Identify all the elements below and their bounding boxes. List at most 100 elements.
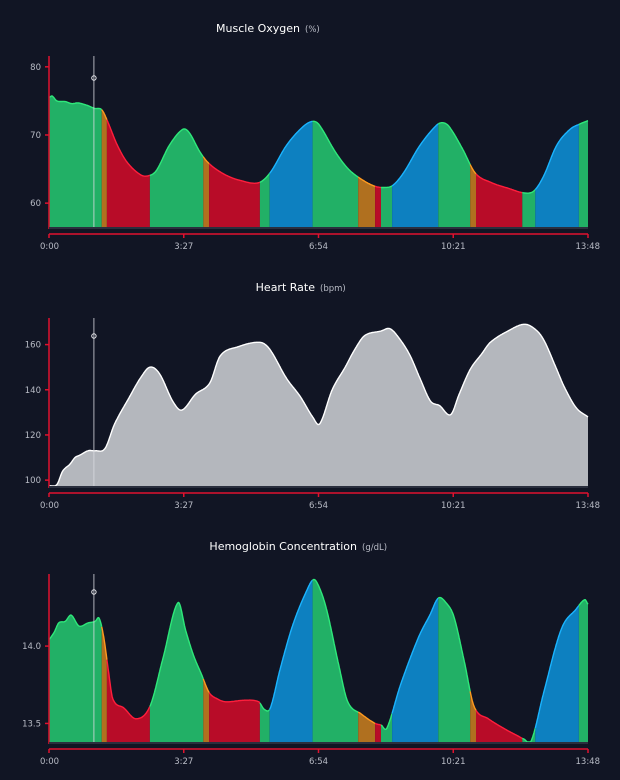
chart-title: Muscle Oxygen (216, 22, 300, 35)
zone-area-red (375, 723, 381, 742)
x-tick-label: 6:54 (309, 501, 328, 511)
zone-area-red (209, 163, 260, 227)
zone-line-orange (202, 678, 210, 693)
zone-line-blue (269, 579, 314, 710)
zone-line-green (312, 578, 359, 713)
zone-area-blue (392, 123, 439, 227)
zone-area-red (375, 186, 381, 227)
cursor-handle-icon (91, 333, 97, 339)
x-tick-label: 0:00 (40, 501, 59, 511)
zone-line-green (149, 128, 204, 176)
zone-area-gray (49, 324, 588, 486)
y-tick-label: 160 (25, 341, 41, 351)
zone-area-green (149, 602, 204, 742)
zone-area-orange (101, 626, 107, 742)
zone-area-green (522, 728, 536, 742)
x-tick-label: 13:48 (576, 501, 601, 511)
zone-line-green (437, 596, 471, 692)
zone-area-green (381, 713, 393, 742)
zone-area-orange (358, 177, 376, 227)
zone-line-green (437, 122, 471, 165)
chart-title: Hemoglobin Concentration (209, 540, 357, 553)
zone-line-blue (391, 597, 439, 714)
zone-area-red (106, 659, 150, 742)
zone-line-green (312, 120, 359, 178)
zone-area-red (476, 173, 523, 227)
x-tick-label: 13:48 (576, 242, 601, 252)
zone-line-green (578, 598, 589, 606)
zone-line-green (259, 172, 271, 183)
muscle-oxygen-chart: Muscle Oxygen (%) 0:00 3:27 6:54 10:21 13:48… (30, 22, 600, 252)
zone-line-green (149, 601, 204, 707)
zone-area-green (312, 579, 359, 742)
y-tick-label: 80 (30, 63, 41, 73)
zone-area-blue (535, 605, 579, 742)
zone-line-orange (357, 176, 376, 187)
y-tick-label: 13.5 (22, 719, 41, 729)
zone-line-green (48, 614, 103, 641)
zone-area-green (259, 173, 270, 227)
zone-area-orange (470, 164, 476, 227)
heart-rate-chart: Heart Rate (bpm) 0:00 3:27 6:54 10:21 13:48 1… (25, 281, 600, 511)
zone-area-red (209, 692, 260, 742)
x-tick-label: 6:54 (309, 757, 328, 767)
y-tick-label: 14.0 (22, 642, 41, 652)
y-tick-label: 100 (25, 476, 41, 486)
zone-line-red (106, 659, 151, 720)
y-tick-label: 120 (25, 431, 41, 441)
zone-line-gray (48, 323, 589, 487)
x-tick-label: 0:00 (40, 757, 59, 767)
zone-line-green (522, 189, 536, 194)
zone-line-orange (101, 626, 108, 660)
zone-line-orange (469, 164, 477, 175)
zone-line-red (475, 173, 523, 194)
chart-title: Heart Rate (256, 281, 316, 294)
zone-line-red (106, 119, 151, 177)
zone-area-orange (203, 678, 210, 742)
x-tick-label: 6:54 (309, 242, 328, 252)
zone-area-green (438, 597, 471, 742)
zone-line-green (48, 95, 103, 111)
zone-line-blue (269, 120, 313, 174)
zone-line-blue (391, 123, 439, 187)
x-tick-label: 3:27 (174, 242, 193, 252)
zone-line-red (208, 163, 261, 184)
zone-area-green (312, 121, 359, 227)
zone-area-orange (203, 156, 210, 227)
zone-area-blue (535, 124, 579, 227)
zone-area-orange (358, 712, 376, 742)
zone-line-orange (469, 691, 477, 711)
chart-unit: (%) (305, 25, 320, 35)
x-tick-label: 10:21 (441, 757, 466, 767)
x-tick-label: 3:27 (174, 757, 193, 767)
chart-unit: (g/dL) (362, 543, 387, 553)
zone-area-blue (269, 121, 313, 227)
zone-area-green (149, 129, 204, 227)
zone-line-green (578, 120, 589, 126)
zone-area-green (49, 96, 102, 227)
zone-line-red (475, 709, 523, 740)
y-tick-label: 140 (25, 386, 41, 396)
zone-area-green (522, 189, 536, 227)
zone-area-blue (269, 580, 313, 742)
zone-line-orange (202, 156, 210, 165)
x-tick-label: 3:27 (174, 501, 193, 511)
cursor-handle-icon (91, 75, 97, 81)
x-tick-label: 10:21 (441, 242, 466, 252)
zone-line-blue (534, 605, 580, 729)
hemoglobin-chart: Hemoglobin Concentration (g/dL) 0:00 3:27… (22, 540, 600, 767)
x-tick-label: 13:48 (576, 757, 601, 767)
zone-area-orange (101, 109, 107, 227)
chart-unit: (bpm) (320, 284, 346, 294)
zone-line-green (259, 702, 271, 712)
cursor-handle-icon (91, 589, 97, 595)
zone-area-green (438, 122, 471, 227)
zone-area-green (49, 615, 102, 742)
y-tick-label: 70 (30, 131, 41, 141)
zone-line-green (380, 185, 393, 189)
zone-line-red (374, 722, 382, 726)
zone-line-blue (534, 123, 580, 191)
zone-area-orange (470, 691, 476, 742)
y-tick-label: 60 (30, 199, 41, 209)
